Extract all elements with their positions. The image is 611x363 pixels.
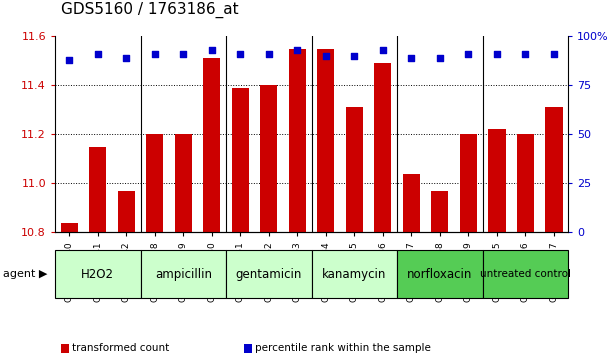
Text: kanamycin: kanamycin <box>322 268 387 281</box>
Point <box>235 51 245 57</box>
Bar <box>118 191 135 232</box>
Point <box>378 47 388 53</box>
Point <box>464 51 474 57</box>
Point <box>406 55 416 61</box>
Bar <box>232 88 249 232</box>
Point <box>521 51 530 57</box>
Point <box>122 55 131 61</box>
Point <box>207 47 217 53</box>
Bar <box>431 191 448 232</box>
Point <box>293 47 302 53</box>
Text: transformed count: transformed count <box>72 343 169 353</box>
Bar <box>260 85 277 232</box>
Text: GDS5160 / 1763186_at: GDS5160 / 1763186_at <box>61 2 239 18</box>
Point <box>93 51 103 57</box>
Text: percentile rank within the sample: percentile rank within the sample <box>255 343 431 353</box>
Point <box>150 51 159 57</box>
Bar <box>60 223 78 232</box>
Bar <box>146 134 163 232</box>
Bar <box>460 134 477 232</box>
Point <box>64 57 74 63</box>
Point <box>264 51 274 57</box>
Point <box>492 51 502 57</box>
Point <box>435 55 445 61</box>
Bar <box>375 63 392 232</box>
Text: agent ▶: agent ▶ <box>3 269 48 279</box>
Bar <box>203 58 221 232</box>
Text: ampicillin: ampicillin <box>155 268 212 281</box>
Point <box>349 53 359 59</box>
Bar <box>546 107 563 232</box>
Bar <box>317 49 334 232</box>
Bar <box>488 130 505 232</box>
Text: gentamicin: gentamicin <box>236 268 302 281</box>
Bar <box>89 147 106 232</box>
Point <box>549 51 559 57</box>
Point <box>321 53 331 59</box>
Bar <box>517 134 534 232</box>
Text: H2O2: H2O2 <box>81 268 114 281</box>
Bar <box>289 49 306 232</box>
Point <box>178 51 188 57</box>
Bar <box>346 107 363 232</box>
Text: norfloxacin: norfloxacin <box>408 268 472 281</box>
Bar <box>403 174 420 232</box>
Bar <box>175 134 192 232</box>
Text: untreated control: untreated control <box>480 269 571 279</box>
